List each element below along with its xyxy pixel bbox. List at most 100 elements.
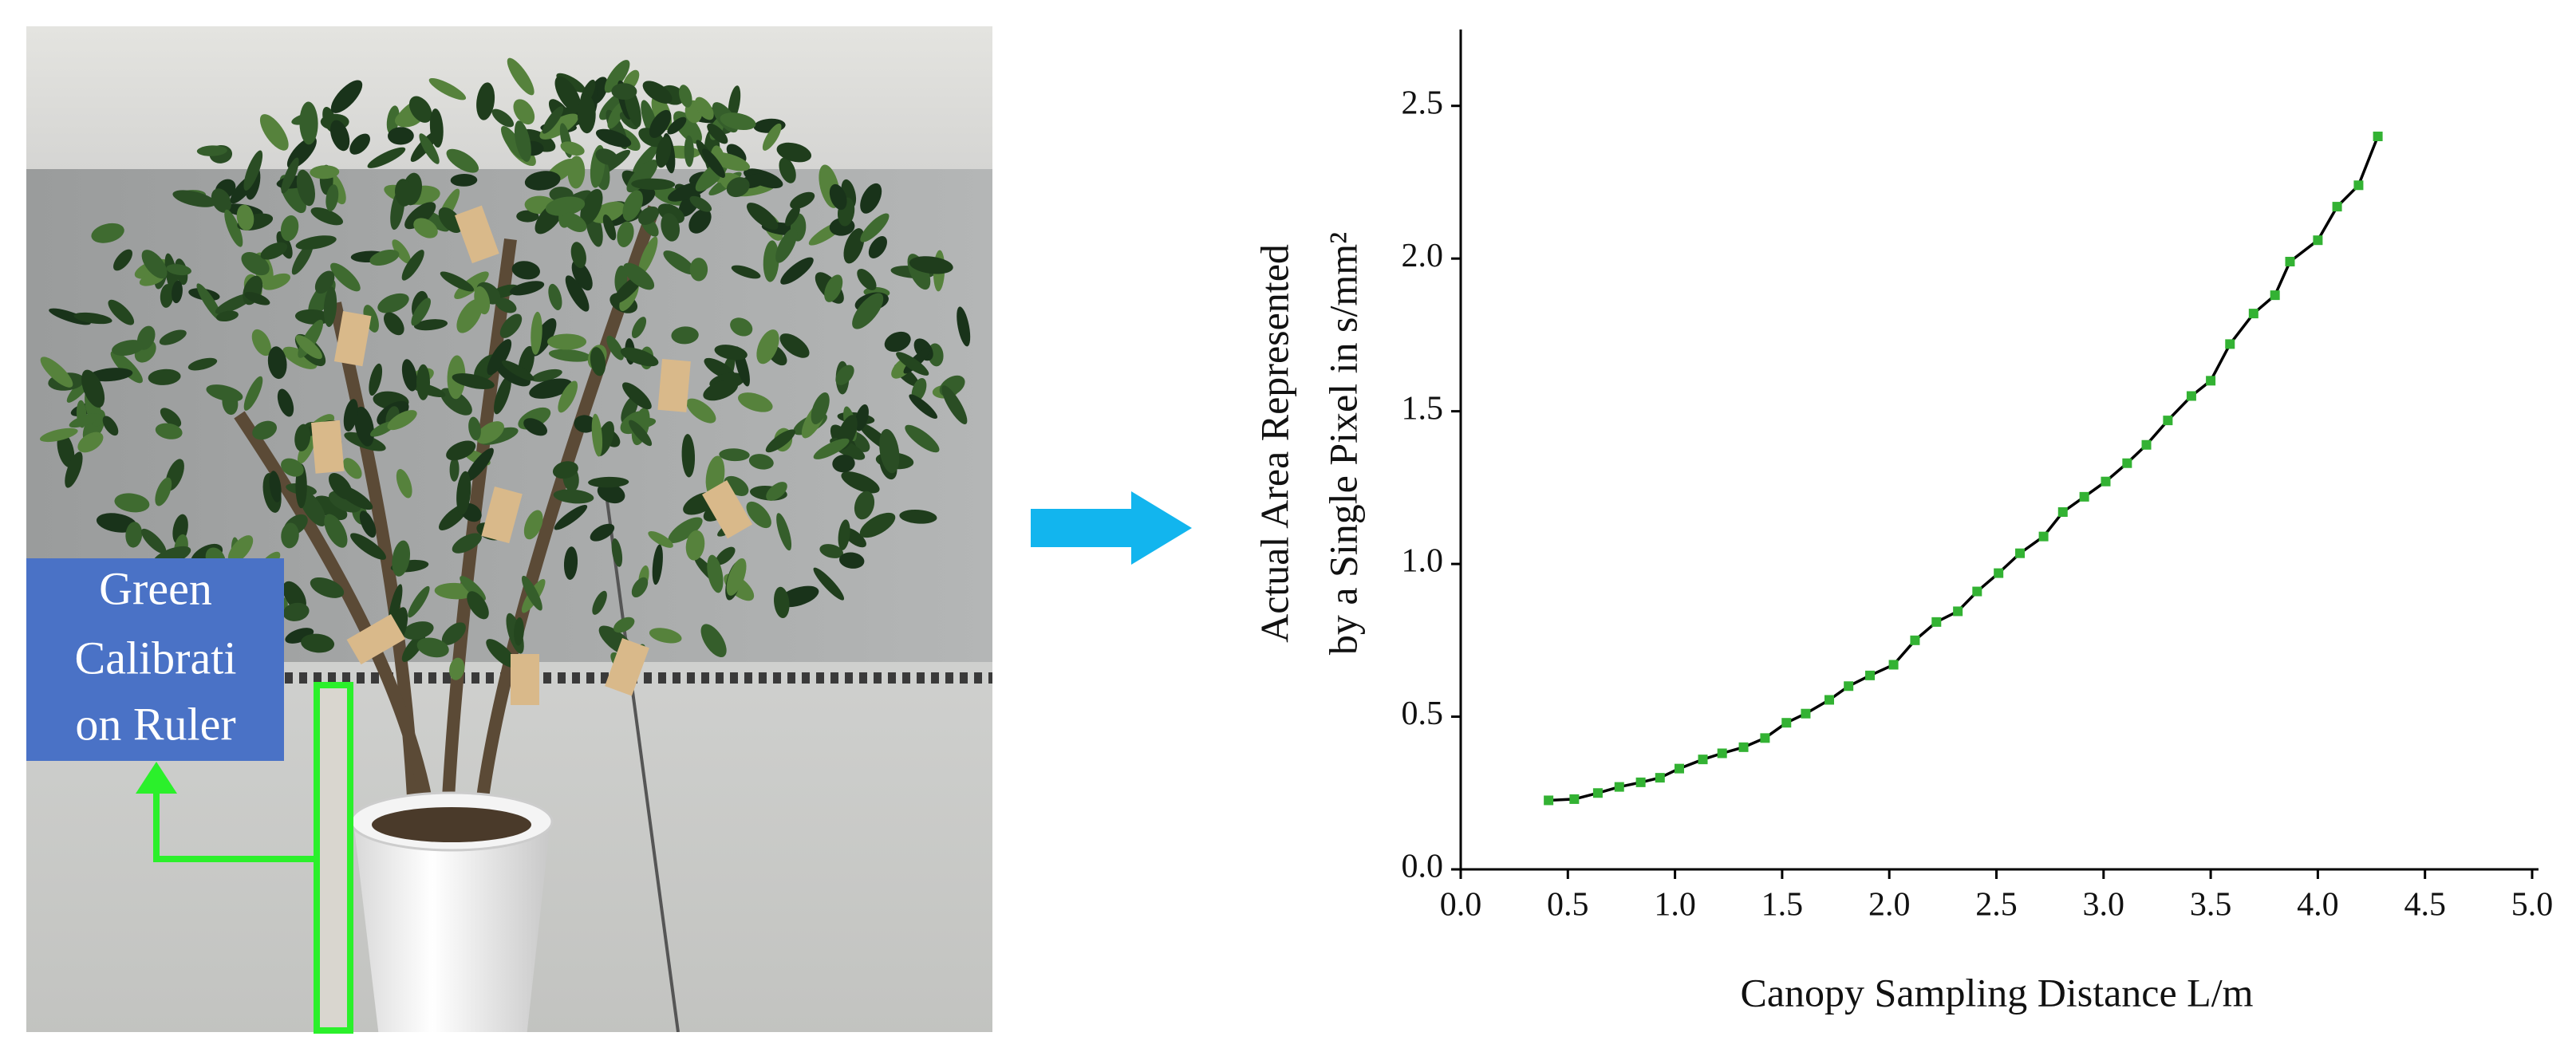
leaf	[429, 108, 444, 148]
y-tick-label: 1.5	[1402, 390, 1444, 427]
leaf	[325, 184, 339, 211]
point	[1888, 660, 1899, 670]
leaf	[324, 514, 348, 548]
leaf	[597, 483, 625, 504]
y-axis-label: by a Single Pixel in s/mm²	[1320, 232, 1365, 655]
leaf	[522, 575, 542, 611]
leaf	[65, 451, 83, 488]
point	[2206, 376, 2216, 386]
leaf	[730, 317, 753, 337]
leaf	[531, 368, 562, 382]
leaf	[267, 346, 287, 380]
leaf	[57, 432, 75, 468]
leaf	[441, 622, 466, 645]
leaf	[715, 546, 736, 565]
leaf	[707, 123, 728, 144]
canopy	[39, 57, 971, 705]
leaf	[330, 80, 363, 113]
leaf	[824, 274, 843, 302]
point	[1801, 708, 1811, 719]
point	[2038, 531, 2049, 542]
leaf	[591, 413, 603, 457]
y-tick-label: 2.5	[1402, 85, 1444, 121]
point	[1674, 763, 1684, 774]
leaf	[790, 191, 815, 209]
leaf	[96, 513, 137, 533]
leaf	[449, 657, 465, 680]
leaf	[211, 188, 231, 213]
leaf	[588, 476, 629, 488]
leaf	[281, 522, 299, 549]
leaf	[748, 454, 774, 470]
x-tick-label: 0.5	[1547, 887, 1589, 924]
leaf	[707, 554, 724, 593]
point	[1592, 788, 1603, 798]
point	[1760, 733, 1770, 743]
leaf	[310, 207, 344, 226]
leaf	[440, 388, 472, 416]
leaf	[77, 431, 104, 453]
leaf	[763, 240, 779, 282]
point	[2285, 257, 2295, 267]
leaf	[349, 133, 370, 155]
leaf	[392, 540, 411, 577]
leaf	[392, 239, 411, 264]
leaf	[411, 297, 431, 326]
leaf	[611, 83, 637, 100]
x-tick-label: 1.5	[1761, 887, 1804, 924]
leaf	[408, 96, 432, 123]
leaf	[738, 392, 773, 412]
leaf	[454, 271, 489, 299]
x-axis-label: Canopy Sampling Distance L/m	[1741, 970, 2254, 1015]
x-tick-label: 3.0	[2083, 887, 2125, 924]
leaf	[475, 421, 504, 444]
point	[2079, 491, 2089, 502]
leaf	[141, 250, 168, 279]
point	[2248, 309, 2258, 319]
leaf	[446, 440, 476, 461]
leaf	[811, 392, 830, 424]
leaf	[843, 228, 865, 264]
leaf	[465, 447, 494, 482]
leaf	[909, 394, 938, 420]
leaf	[899, 509, 937, 524]
leaf	[523, 418, 548, 436]
point	[2101, 476, 2111, 487]
point	[1717, 748, 1727, 759]
leaf	[155, 477, 172, 506]
leaf	[776, 513, 792, 551]
series-line	[1548, 136, 2380, 802]
leaf	[780, 257, 814, 285]
leaf	[387, 410, 417, 431]
leaf	[685, 530, 705, 561]
leaf	[679, 85, 692, 108]
leaf	[531, 311, 542, 355]
leaf	[813, 438, 850, 459]
leaf	[688, 208, 712, 234]
leaf	[854, 404, 869, 431]
leaf	[91, 223, 124, 243]
point	[1865, 670, 1876, 680]
leaf	[343, 399, 358, 431]
leaf	[617, 221, 634, 247]
point	[2122, 458, 2132, 468]
point	[1953, 606, 1963, 617]
leaf	[595, 128, 632, 148]
leaf	[343, 458, 362, 479]
leaf	[746, 501, 771, 529]
leaf	[731, 265, 761, 279]
leaf	[642, 81, 673, 104]
leaf	[565, 275, 590, 312]
leaf	[416, 637, 449, 658]
leaf	[491, 108, 515, 128]
leaf	[296, 169, 315, 207]
leaf	[260, 242, 288, 260]
leaf	[396, 469, 412, 498]
leaf	[779, 157, 796, 183]
leaf	[386, 105, 400, 135]
leaf	[756, 329, 779, 364]
leaf	[620, 347, 659, 367]
point	[1824, 695, 1834, 705]
leaf	[570, 242, 586, 269]
leaf	[668, 517, 703, 543]
